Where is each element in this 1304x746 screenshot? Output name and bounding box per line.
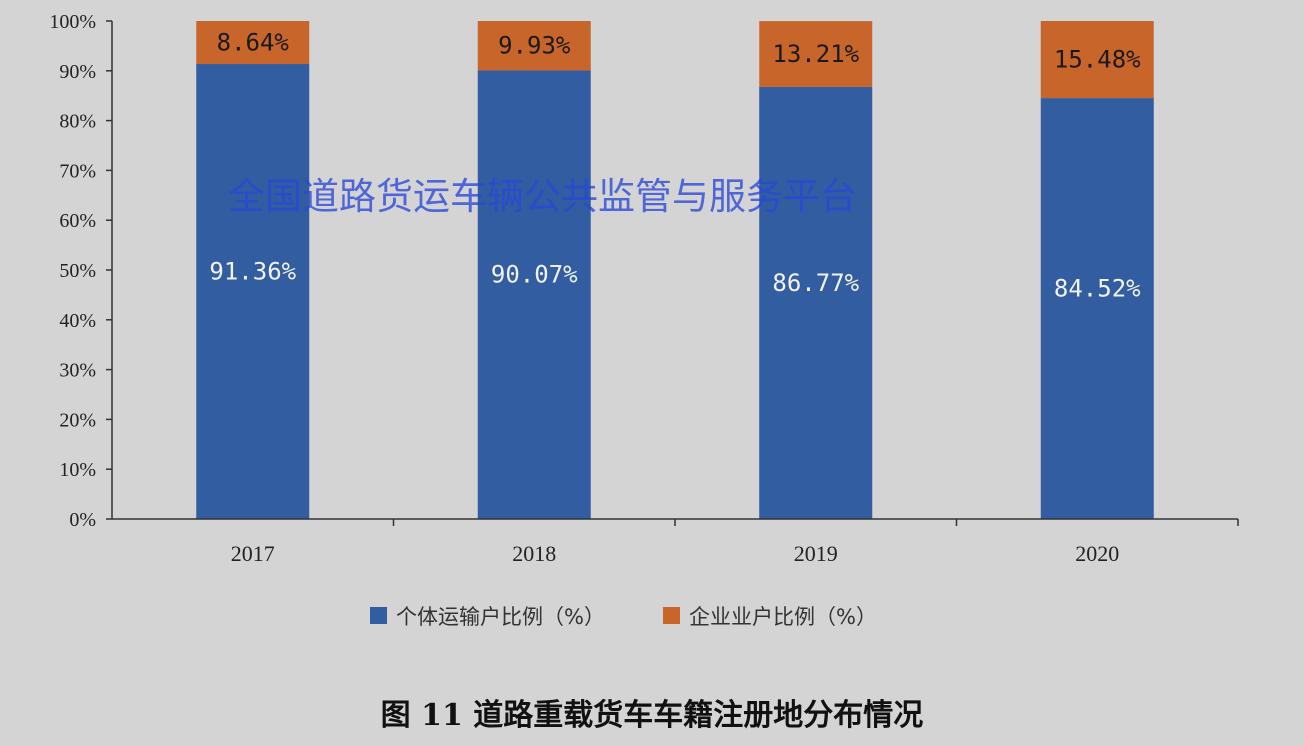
y-tick-label: 90% — [59, 61, 96, 83]
data-label-enterprise-2019: 13.21% — [772, 40, 859, 68]
y-tick-label: 50% — [59, 260, 96, 282]
legend-individual-label: 个体运输户比例（%） — [396, 605, 605, 629]
y-tick-label: 20% — [59, 409, 96, 431]
data-label-individual-2017: 91.36% — [209, 258, 296, 286]
bar-individual-2017 — [196, 64, 310, 520]
bar-enterprise-2017 — [196, 21, 310, 65]
bars-layer — [196, 21, 1154, 520]
y-tick-label: 0% — [69, 509, 96, 531]
data-label-individual-2020: 84.52% — [1054, 275, 1141, 303]
x-tick-label-2020: 2020 — [1075, 541, 1119, 566]
legend: 个体运输户比例（%） 企业业户比例（%） — [370, 605, 877, 629]
bar-enterprise-2018 — [477, 21, 591, 71]
x-tick-label-2019: 2019 — [794, 541, 838, 566]
figure-caption: 图 11 道路重载货车车籍注册地分布情况 — [380, 698, 924, 733]
data-label-enterprise-2017: 8.64% — [217, 29, 290, 57]
bar-individual-2020 — [1040, 98, 1154, 520]
data-label-enterprise-2020: 15.48% — [1054, 46, 1141, 74]
data-labels-layer: 91.36% 8.64% 90.07% 9.93% 86.77% 13.21% 84.52%… — [209, 29, 1141, 303]
legend-enterprise-label: 企业业户比例（%） — [689, 605, 877, 629]
x-tick-label-2018: 2018 — [512, 541, 556, 566]
data-label-individual-2019: 86.77% — [772, 269, 859, 297]
bar-enterprise-2019 — [759, 21, 873, 87]
bar-enterprise-2020 — [1040, 21, 1154, 99]
bar-individual-2019 — [759, 86, 873, 519]
y-tick-label: 80% — [59, 111, 96, 133]
y-tick-label: 10% — [59, 459, 96, 481]
x-tick-label-2017: 2017 — [231, 541, 275, 566]
data-label-enterprise-2018: 9.93% — [498, 32, 571, 60]
legend-enterprise-swatch — [663, 607, 680, 624]
bar-individual-2018 — [477, 70, 591, 519]
data-label-individual-2018: 90.07% — [491, 261, 578, 289]
legend-individual-swatch — [370, 607, 387, 624]
y-tick-label: 100% — [49, 11, 96, 33]
watermark: 全国道路货运车辆公共监管与服务平台 — [228, 175, 857, 218]
y-tick-label: 30% — [59, 360, 96, 382]
y-tick-label: 70% — [59, 160, 96, 182]
y-tick-label: 60% — [59, 210, 96, 232]
axes-layer: 0% 10% 20% 30% 40% 50% 60% 70% 80% 90% 100% 2017 201… — [49, 11, 1239, 566]
y-tick-label: 40% — [59, 310, 96, 332]
